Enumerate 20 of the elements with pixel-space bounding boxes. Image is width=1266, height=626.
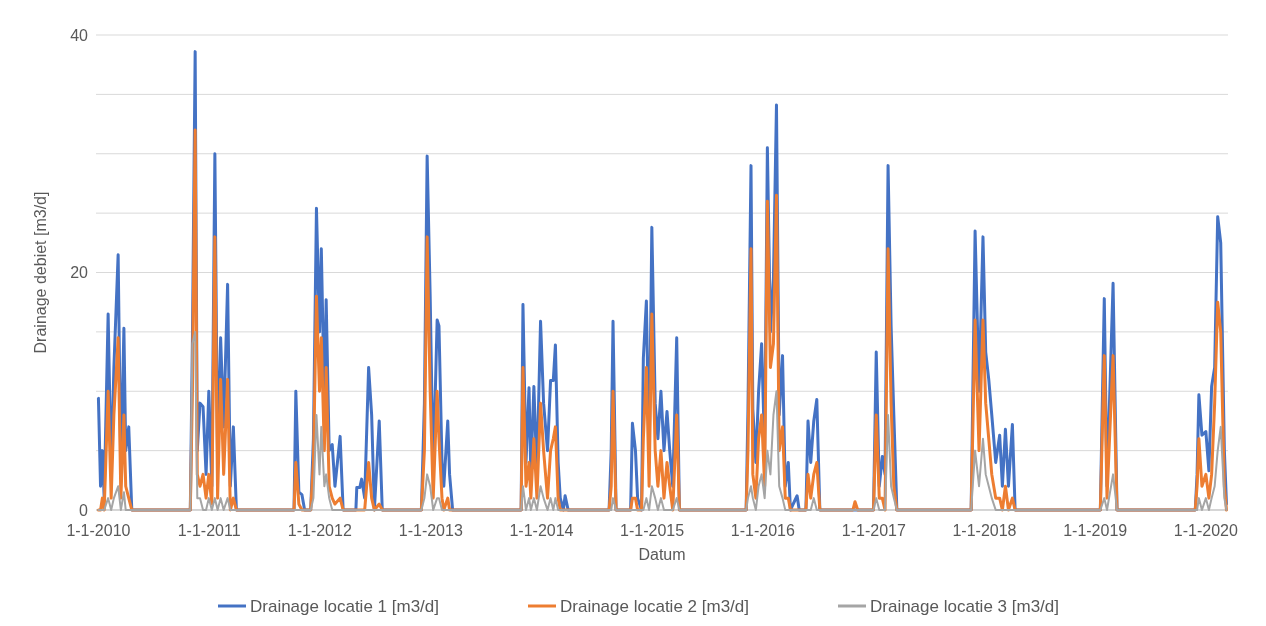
x-tick-label: 1-1-2011 <box>177 521 241 539</box>
x-tick-label: 1-1-2017 <box>841 521 906 539</box>
x-tick-label: 1-1-2013 <box>398 521 463 539</box>
x-tick-label: 1-1-2015 <box>620 521 685 539</box>
x-tick-label: 1-1-2016 <box>730 521 795 539</box>
x-tick-label: 1-1-2012 <box>287 521 352 539</box>
x-tick-label: 1-1-2020 <box>1173 521 1238 539</box>
x-tick-label: 1-1-2010 <box>66 521 131 539</box>
x-tick-label: 1-1-2018 <box>952 521 1017 539</box>
legend-label: Drainage locatie 1 [m3/d] <box>250 596 439 616</box>
y-tick-label: 20 <box>70 264 89 282</box>
y-tick-label: 40 <box>70 26 89 44</box>
legend-label: Drainage locatie 2 [m3/d] <box>560 596 749 616</box>
x-axis-title: Datum <box>638 546 686 563</box>
x-tick-label: 1-1-2014 <box>509 521 574 539</box>
legend-label: Drainage locatie 3 [m3/d] <box>870 596 1059 616</box>
y-tick-label: 0 <box>79 501 89 519</box>
y-axis-title: Drainage debiet [m3/d] <box>32 191 49 354</box>
line-series <box>97 330 1228 511</box>
x-tick-label: 1-1-2019 <box>1063 521 1128 539</box>
